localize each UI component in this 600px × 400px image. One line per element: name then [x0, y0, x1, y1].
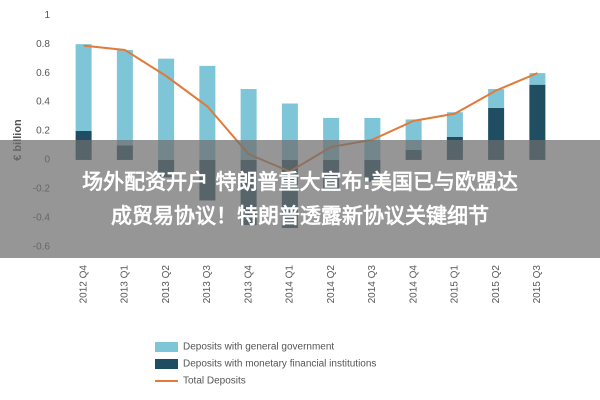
- legend-label: Total Deposits: [183, 376, 246, 387]
- legend-label: Deposits with monetary financial institu…: [183, 359, 376, 370]
- x-tick-label: 2014 Q4: [408, 265, 419, 304]
- y-tick-label: 0.4: [36, 97, 50, 108]
- x-tick-label: 2015 Q2: [491, 265, 502, 304]
- x-tick-label: 2014 Q2: [326, 265, 337, 304]
- x-tick-label: 2013 Q4: [243, 265, 254, 304]
- bar: [529, 73, 546, 85]
- bar: [446, 112, 463, 137]
- x-tick-label: 2012 Q4: [78, 265, 89, 304]
- banner-line: 成贸易协议！特朗普透露新协议关键细节: [111, 204, 489, 228]
- bar: [488, 89, 505, 108]
- y-tick-label: 1: [44, 10, 50, 21]
- banner-line: 场外配资开户 特朗普重大宣布:美国已与欧盟达: [82, 170, 518, 194]
- bar: [158, 58, 175, 160]
- legend-label: Deposits with general government: [183, 342, 334, 353]
- banner: 场外配资开户 特朗普重大宣布:美国已与欧盟达 成贸易协议！特朗普透露新协议关键细…: [0, 140, 600, 258]
- x-tick-label: 2013 Q2: [161, 265, 172, 304]
- x-tick-label: 2015 Q3: [532, 265, 543, 304]
- y-tick-label: 0.6: [36, 68, 50, 79]
- bar: [116, 49, 133, 146]
- bar: [75, 44, 92, 132]
- x-tick-label: 2013 Q3: [202, 265, 213, 304]
- x-tick-label: 2014 Q1: [285, 265, 296, 304]
- x-tick-label: 2014 Q3: [367, 265, 378, 304]
- y-tick-label: 0.2: [36, 126, 50, 137]
- x-tick-label: 2013 Q1: [120, 265, 131, 304]
- y-tick-label: 0.8: [36, 39, 50, 50]
- x-tick-label: 2015 Q1: [450, 265, 461, 304]
- legend-swatch: [155, 342, 178, 352]
- legend-swatch: [155, 359, 178, 369]
- bar: [199, 65, 216, 160]
